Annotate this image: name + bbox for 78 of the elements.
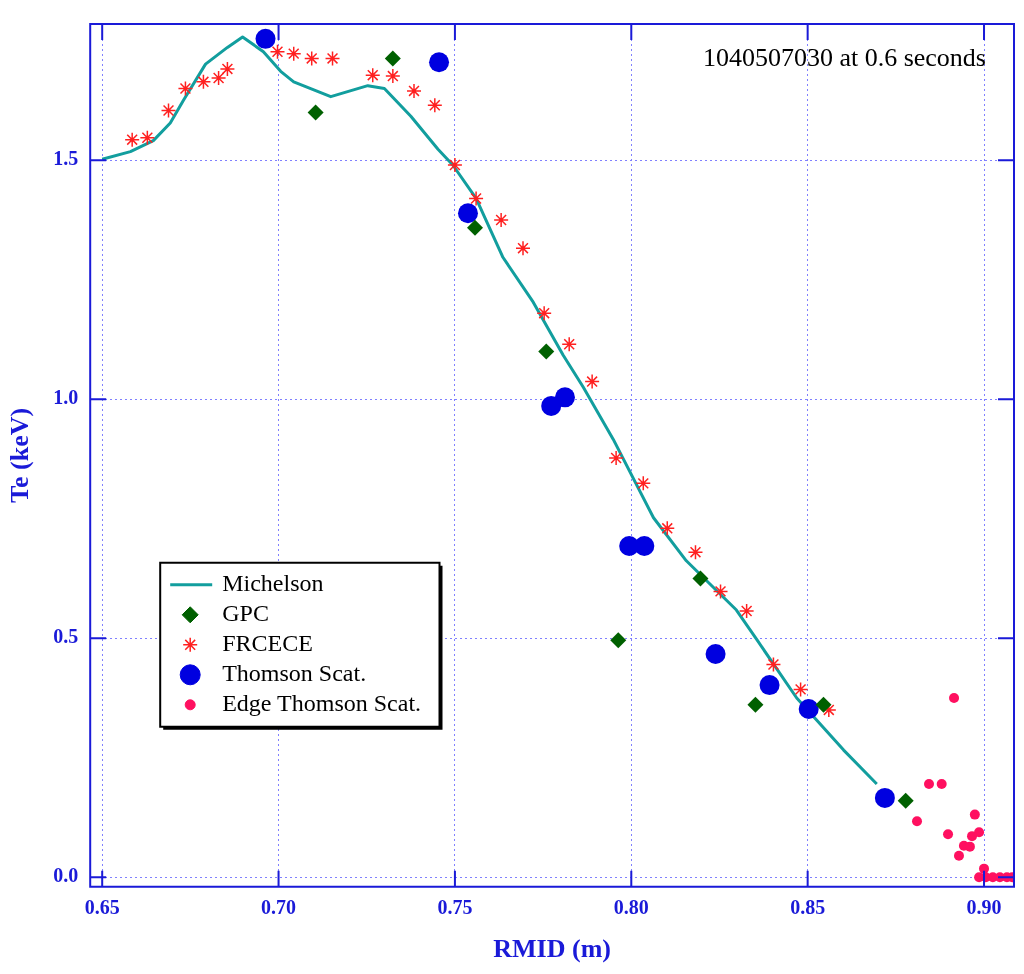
annotation: 1040507030 at 0.6 seconds: [702, 42, 986, 72]
point: [969, 809, 980, 820]
point: [447, 157, 463, 173]
point: [747, 696, 764, 713]
point: [303, 50, 320, 67]
point: [949, 692, 960, 703]
point: [759, 675, 780, 696]
point: [515, 240, 531, 256]
point: [285, 45, 302, 62]
point: [219, 61, 236, 77]
point: [953, 850, 964, 861]
x-tick-label: 0.80: [613, 895, 649, 918]
point: [429, 52, 450, 73]
point: [210, 70, 227, 86]
point: [712, 583, 729, 600]
point: [912, 816, 922, 827]
point: [659, 520, 676, 537]
point: [457, 203, 478, 224]
point: [468, 190, 484, 207]
point: [692, 570, 709, 587]
y-tick-label: 1.0: [53, 386, 79, 409]
x-tick-label: 0.65: [84, 895, 120, 918]
point: [269, 43, 286, 60]
x-tick-label: 0.70: [261, 895, 297, 918]
x-tick-label: 0.85: [790, 895, 826, 918]
point: [538, 343, 555, 360]
point: [561, 336, 577, 353]
point: [541, 395, 562, 416]
point: [792, 681, 809, 698]
point: [635, 475, 652, 492]
point: [307, 104, 324, 121]
x-tick-label: 0.75: [437, 895, 473, 918]
legend-label: Edge Thomson Scat.: [222, 690, 422, 717]
point: [943, 829, 954, 840]
point: [936, 779, 947, 790]
point: [467, 219, 484, 236]
legend-label: Michelson: [222, 570, 324, 597]
point: [255, 28, 276, 49]
y-tick-label: 0.5: [53, 625, 79, 648]
point: [979, 863, 990, 874]
point: [493, 212, 509, 228]
point: [687, 544, 704, 560]
point: [821, 702, 837, 718]
point: [139, 130, 156, 146]
point: [554, 387, 575, 408]
point: [738, 603, 755, 619]
point: [798, 698, 819, 719]
point: [967, 831, 978, 842]
point: [705, 644, 726, 665]
point: [427, 97, 443, 114]
point: [923, 779, 934, 790]
point: [610, 632, 627, 649]
y-axis-title: Te (keV): [5, 407, 35, 503]
point: [634, 535, 655, 556]
y-tick-label: 0.0: [53, 864, 79, 887]
legend-label: FRCECE: [222, 630, 313, 657]
x-axis-title: RMID (m): [493, 934, 611, 964]
point: [160, 102, 177, 119]
legend-label: Thomson Scat.: [222, 660, 367, 687]
point: [406, 83, 422, 99]
point: [195, 74, 212, 90]
y-tick-label: 1.5: [53, 147, 79, 170]
point: [177, 80, 194, 97]
x-tick-label: 0.90: [966, 895, 1002, 918]
point: [874, 787, 895, 808]
point: [536, 305, 552, 321]
point: [584, 373, 600, 390]
point: [897, 792, 914, 809]
legend-label: GPC: [222, 600, 269, 627]
point: [384, 50, 401, 67]
point: [385, 68, 401, 84]
point: [765, 656, 782, 673]
point: [608, 450, 624, 466]
point: [324, 50, 341, 67]
point: [124, 131, 140, 148]
point: [974, 827, 985, 838]
point: [815, 696, 832, 713]
point: [364, 67, 381, 83]
